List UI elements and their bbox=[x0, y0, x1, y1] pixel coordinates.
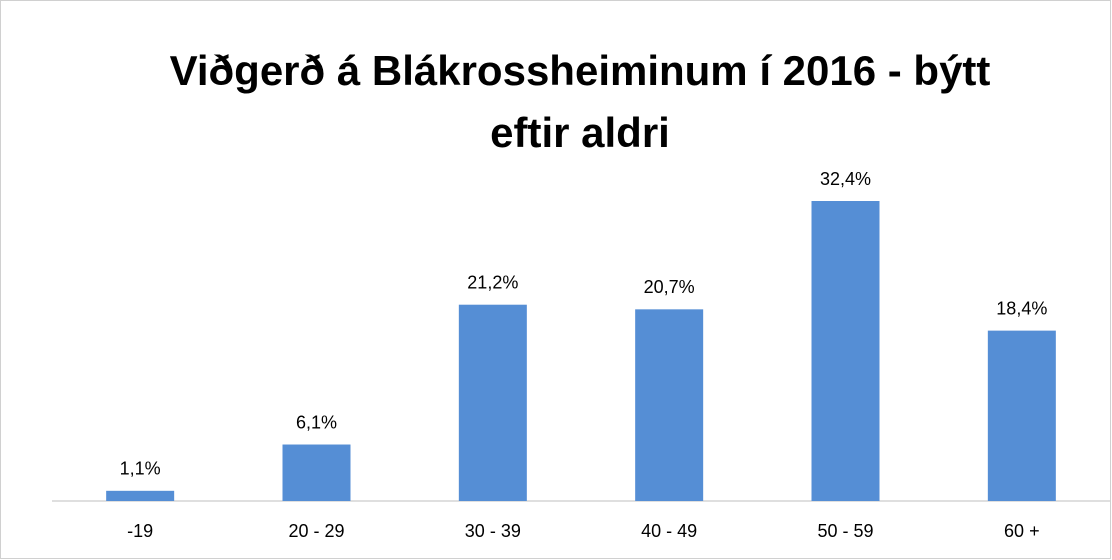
x-tick-label: 40 - 49 bbox=[641, 521, 697, 541]
x-tick-label: -19 bbox=[127, 521, 153, 541]
bar bbox=[987, 330, 1056, 501]
x-tick-label: 20 - 29 bbox=[288, 521, 344, 541]
bar bbox=[282, 444, 351, 501]
bar bbox=[811, 201, 880, 501]
data-label: 1,1% bbox=[120, 459, 161, 479]
data-label: 20,7% bbox=[644, 277, 695, 297]
bar bbox=[635, 309, 704, 501]
data-label: 6,1% bbox=[296, 412, 337, 432]
bar bbox=[106, 490, 175, 501]
x-tick-label: 30 - 39 bbox=[465, 521, 521, 541]
data-label: 32,4% bbox=[820, 169, 871, 189]
x-tick-label: 60 + bbox=[1004, 521, 1040, 541]
bar bbox=[458, 304, 527, 501]
data-label: 18,4% bbox=[996, 298, 1047, 318]
data-label: 21,2% bbox=[467, 272, 518, 292]
chart-title: Viðgerð á Blákrossheiminum í 2016 - býtt… bbox=[169, 47, 991, 156]
x-tick-label: 50 - 59 bbox=[817, 521, 873, 541]
